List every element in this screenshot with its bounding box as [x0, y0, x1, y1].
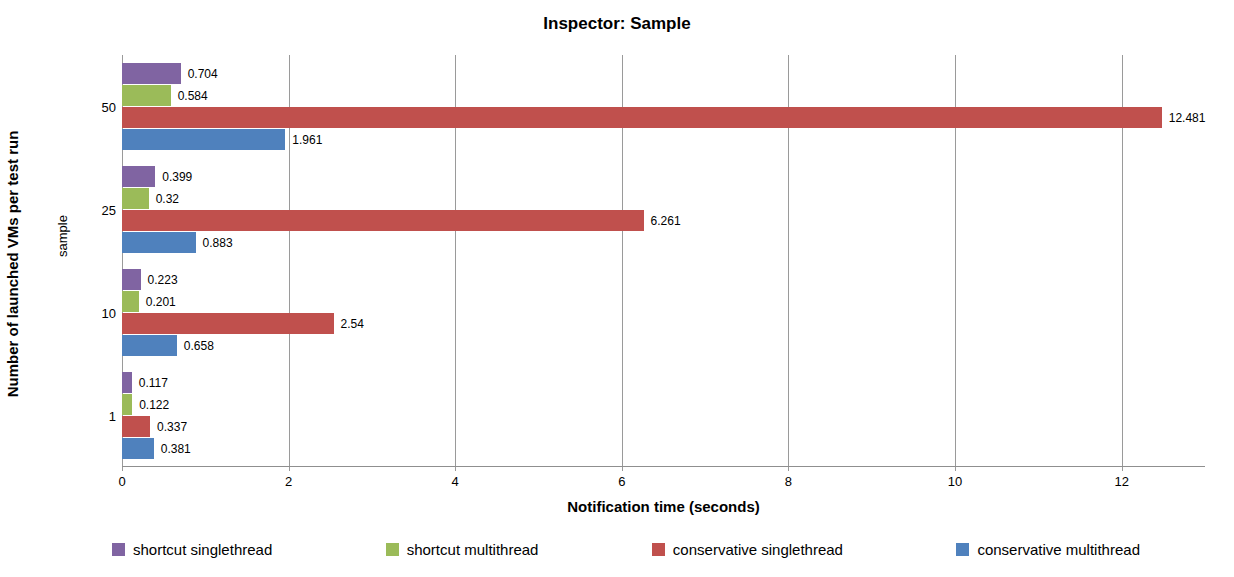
bar-value-label: 6.261	[651, 214, 681, 228]
bar	[122, 107, 1162, 128]
bar-row: 0.399	[122, 166, 1205, 187]
bar	[122, 232, 196, 253]
bar-value-label: 1.961	[292, 133, 322, 147]
bar-value-label: 0.381	[161, 442, 191, 456]
bar	[122, 63, 181, 84]
bar-value-label: 0.32	[156, 192, 179, 206]
x-tick-label: 10	[948, 474, 962, 489]
y-category-label: 25	[82, 202, 116, 217]
bar	[122, 129, 285, 150]
bar-group-25: 250.3990.326.2610.883	[122, 158, 1205, 261]
bar-row: 2.54	[122, 313, 1205, 334]
bar-value-label: 0.122	[139, 398, 169, 412]
bar	[122, 335, 177, 356]
bar-value-label: 0.399	[162, 170, 192, 184]
bar-value-label: 0.117	[139, 376, 168, 390]
legend-swatch	[386, 543, 399, 556]
bar	[122, 188, 149, 209]
bar	[122, 372, 132, 393]
legend-item: shortcut singlethread	[112, 541, 272, 558]
bar-row: 0.381	[122, 438, 1205, 459]
bar-value-label: 0.883	[203, 236, 233, 250]
bar-value-label: 0.658	[184, 339, 214, 353]
bar-row: 0.337	[122, 416, 1205, 437]
bar-value-label: 2.54	[341, 317, 364, 331]
y-axis-label: Number of launched VMs per test run	[4, 89, 26, 439]
y-category-label: 1	[82, 408, 116, 423]
bar	[122, 210, 644, 231]
legend-item: conservative singlethread	[652, 541, 843, 558]
bar	[122, 291, 139, 312]
bar	[122, 394, 132, 415]
x-axis-line	[122, 466, 1205, 467]
bar-row: 0.704	[122, 63, 1205, 84]
x-tick-label: 8	[785, 474, 792, 489]
legend: shortcut singlethread shortcut multithrea…	[112, 541, 1140, 558]
bar-chart: Inspector: Sample Number of launched VMs…	[0, 0, 1234, 577]
bar-row: 0.117	[122, 372, 1205, 393]
bar	[122, 85, 171, 106]
bar-row: 0.201	[122, 291, 1205, 312]
plot-area: 500.7040.58412.4811.961250.3990.326.2610…	[122, 55, 1205, 467]
bar-value-label: 0.704	[188, 67, 218, 81]
chart-title: Inspector: Sample	[0, 14, 1234, 34]
legend-label: shortcut singlethread	[133, 541, 272, 558]
bar-value-label: 0.223	[148, 273, 178, 287]
legend-swatch	[652, 543, 665, 556]
bar-row: 1.961	[122, 129, 1205, 150]
x-tick-label: 12	[1114, 474, 1128, 489]
legend-swatch	[956, 543, 969, 556]
bar	[122, 313, 334, 334]
bar-group-50: 500.7040.58412.4811.961	[122, 55, 1205, 158]
bar	[122, 438, 154, 459]
x-axis-label: Notification time (seconds)	[122, 498, 1205, 515]
bar-groups: 500.7040.58412.4811.961250.3990.326.2610…	[122, 55, 1205, 467]
legend-item: conservative multithread	[956, 541, 1140, 558]
legend-swatch	[112, 543, 125, 556]
bar-value-label: 0.201	[146, 295, 176, 309]
bar	[122, 166, 155, 187]
bar-group-1: 10.1170.1220.3370.381	[122, 364, 1205, 467]
y-category-label: 10	[82, 305, 116, 320]
x-tick-label: 0	[118, 474, 125, 489]
legend-label: shortcut multithread	[407, 541, 539, 558]
legend-label: conservative multithread	[977, 541, 1140, 558]
bar-row: 0.658	[122, 335, 1205, 356]
bar-value-label: 12.481	[1169, 111, 1206, 125]
bar-row: 0.883	[122, 232, 1205, 253]
bar-value-label: 0.337	[157, 420, 187, 434]
bar-row: 12.481	[122, 107, 1205, 128]
bar-row: 0.122	[122, 394, 1205, 415]
x-tick-label: 4	[452, 474, 459, 489]
bar-row: 6.261	[122, 210, 1205, 231]
x-tick-label: 6	[618, 474, 625, 489]
bar-group-10: 100.2230.2012.540.658	[122, 261, 1205, 364]
bar-row: 0.584	[122, 85, 1205, 106]
legend-label: conservative singlethread	[673, 541, 843, 558]
bar	[122, 269, 141, 290]
y-category-label: 50	[82, 99, 116, 114]
bar-row: 0.32	[122, 188, 1205, 209]
x-tick-label: 2	[285, 474, 292, 489]
bar	[122, 416, 150, 437]
bar-row: 0.223	[122, 269, 1205, 290]
legend-item: shortcut multithread	[386, 541, 539, 558]
bar-value-label: 0.584	[178, 89, 208, 103]
y-axis-sublabel: sample	[55, 181, 71, 291]
